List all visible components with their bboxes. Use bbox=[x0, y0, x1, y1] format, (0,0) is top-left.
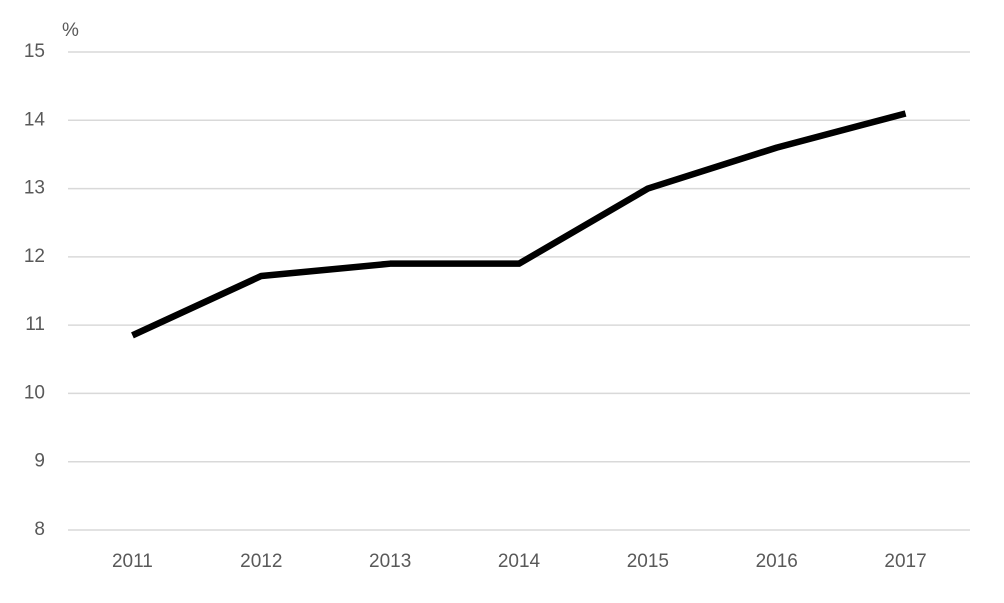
x-tick-label: 2013 bbox=[369, 551, 411, 572]
x-tick-label: 2011 bbox=[112, 551, 153, 572]
y-tick-label: 13 bbox=[24, 178, 45, 199]
y-tick-label: 15 bbox=[24, 41, 45, 62]
x-tick-label: 2012 bbox=[240, 551, 282, 572]
y-tick-label: 9 bbox=[34, 451, 45, 472]
y-tick-label: 12 bbox=[24, 246, 45, 267]
y-tick-label: 11 bbox=[25, 314, 45, 335]
x-tick-label: 2016 bbox=[756, 551, 798, 572]
y-tick-label: 14 bbox=[24, 109, 46, 130]
line bbox=[131, 110, 907, 339]
x-tick-label: 2017 bbox=[884, 551, 926, 572]
y-tick-label: 8 bbox=[34, 519, 45, 540]
y-axis-label: % bbox=[62, 20, 79, 41]
x-tick-label: 2015 bbox=[627, 551, 669, 572]
y-tick-label: 10 bbox=[24, 382, 45, 403]
x-tick-label: 2014 bbox=[498, 551, 541, 572]
